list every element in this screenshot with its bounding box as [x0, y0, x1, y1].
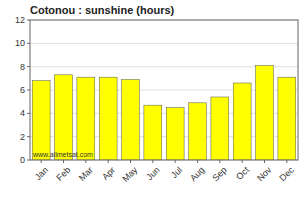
y-tick — [27, 43, 30, 44]
x-tick — [130, 160, 131, 163]
x-tick-label: May — [120, 165, 139, 184]
x-tick-label: Feb — [54, 165, 72, 183]
x-tick — [108, 160, 109, 163]
x-tick — [63, 160, 64, 163]
x-tick-label: Jul — [169, 165, 184, 180]
plot-frame — [30, 20, 298, 160]
y-tick-label: 10 — [15, 38, 25, 48]
x-tick — [197, 160, 198, 163]
y-tick-label: 6 — [20, 85, 25, 95]
y-tick — [27, 160, 30, 161]
bar — [256, 66, 274, 161]
bars — [32, 66, 296, 161]
bar — [189, 103, 207, 160]
y-tick — [27, 66, 30, 67]
x-tick-label: Nov — [255, 165, 274, 184]
x-tick-label: Jan — [33, 165, 50, 182]
x-tick — [85, 160, 86, 163]
y-tick-label: 0 — [20, 155, 25, 165]
x-tick-label: Dec — [277, 165, 296, 184]
chart-svg: 0 2 4 6 8 10 12 JanFeb Mar AprMay Jun Jul AugSep OctN… — [0, 0, 306, 200]
y-tick-label: 2 — [20, 132, 25, 142]
x-tick-label: Oct — [234, 165, 251, 182]
x-tick-label: Jun — [144, 165, 161, 182]
x-tick — [264, 160, 265, 163]
bar — [122, 80, 140, 161]
title: Cotonou : sunshine (hours) — [30, 4, 175, 16]
watermark: www.allmetsat.com — [32, 151, 93, 158]
bar — [144, 105, 162, 160]
y-tick-label: 8 — [20, 62, 25, 72]
bar — [99, 77, 117, 160]
x-tick-label: Aug — [188, 165, 206, 183]
x-axis: JanFeb Mar AprMay Jun Jul AugSep OctNovDec — [33, 160, 296, 184]
y-tick-label: 4 — [20, 108, 25, 118]
chart-container: 0 2 4 6 8 10 12 JanFeb Mar AprMay Jun Jul AugSep OctN… — [0, 0, 306, 200]
x-tick-label: Apr — [100, 165, 117, 182]
bar — [166, 108, 184, 161]
y-tick — [27, 136, 30, 137]
x-tick — [219, 160, 220, 163]
x-tick — [175, 160, 176, 163]
x-tick — [286, 160, 287, 163]
grid — [30, 20, 298, 160]
y-tick — [27, 20, 30, 21]
x-tick — [152, 160, 153, 163]
x-tick-label: Sep — [210, 165, 228, 183]
bar — [77, 77, 95, 160]
bar — [32, 81, 50, 160]
y-tick-label: 12 — [15, 15, 25, 25]
bar — [211, 97, 229, 160]
bar — [278, 77, 296, 160]
y-tick — [27, 113, 30, 114]
x-tick — [242, 160, 243, 163]
bar — [233, 83, 251, 160]
x-tick — [41, 160, 42, 163]
bar — [55, 75, 73, 160]
x-tick-label: Mar — [77, 165, 95, 183]
y-tick — [27, 90, 30, 91]
y-axis: 0 2 4 6 8 10 12 — [15, 15, 30, 165]
grid-line — [30, 43, 298, 44]
